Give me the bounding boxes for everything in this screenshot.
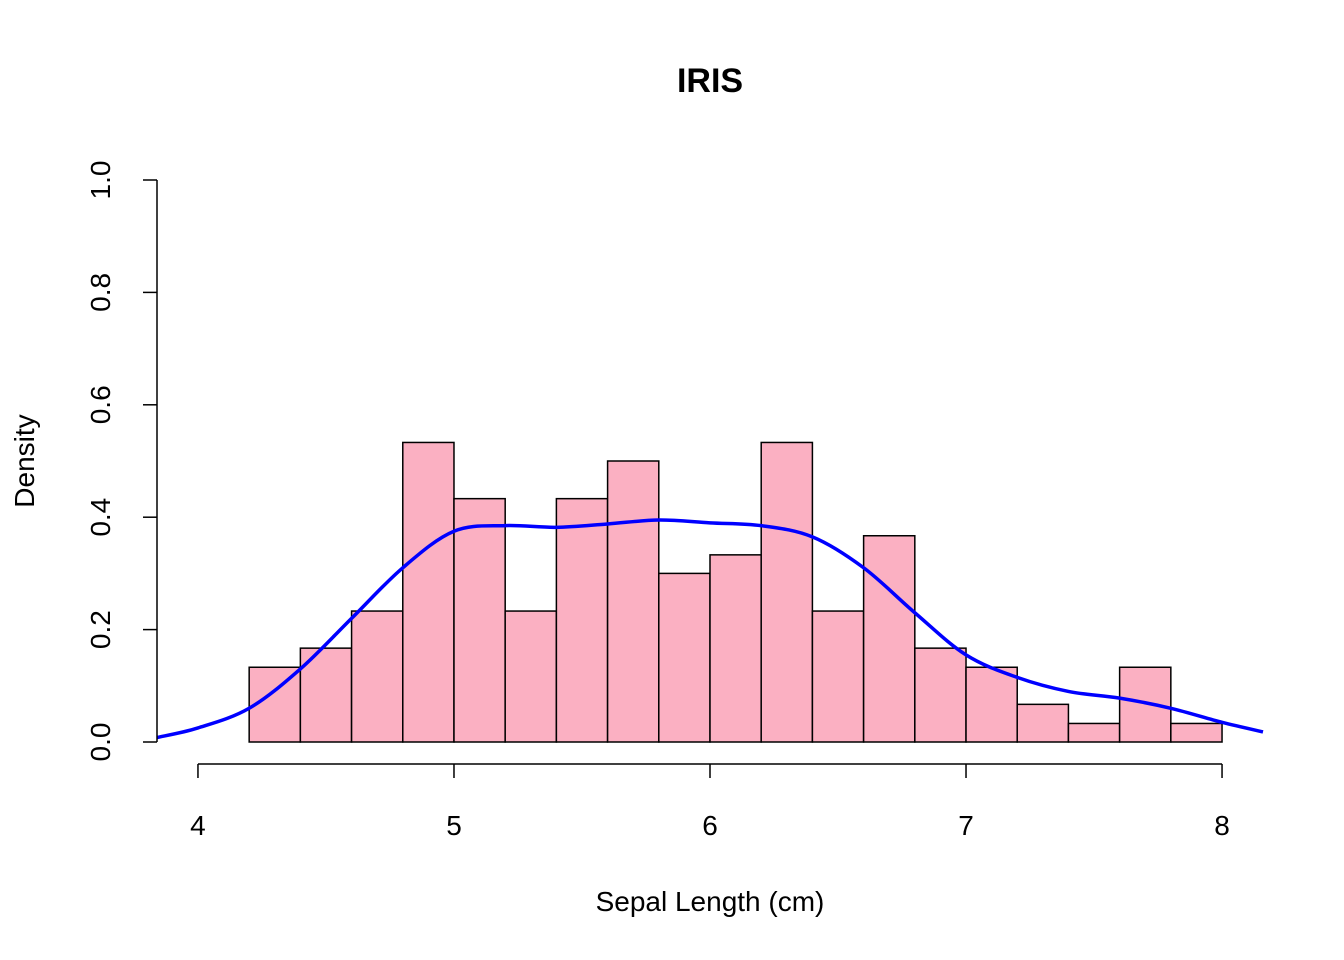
- histogram-bar: [453, 497, 506, 743]
- chart-title: IRIS: [677, 62, 743, 100]
- y-axis-label: Density: [9, 414, 40, 507]
- histogram-bars: [248, 441, 1223, 743]
- x-tick-label: 7: [958, 810, 974, 841]
- histogram-bar: [862, 534, 916, 743]
- histogram-bar: [299, 647, 353, 743]
- x-axis-label: Sepal Length (cm): [596, 886, 825, 917]
- histogram-bar: [606, 460, 660, 743]
- histogram-bar: [1016, 703, 1070, 743]
- x-tick-label: 5: [446, 810, 462, 841]
- histogram-bar: [555, 497, 609, 743]
- histogram-bar: [1067, 722, 1121, 743]
- x-tick-label: 8: [1214, 810, 1230, 841]
- histogram-bar: [811, 610, 865, 743]
- histogram-bar: [402, 441, 455, 743]
- y-tick-label: 1.0: [85, 161, 116, 200]
- histogram-bar: [760, 441, 814, 743]
- histogram-bar: [504, 610, 558, 743]
- y-tick-label: 0.8: [85, 273, 116, 312]
- histogram-bar: [350, 610, 404, 743]
- histogram-bar: [1118, 666, 1172, 743]
- density-curve: [156, 518, 1264, 740]
- histogram-bar: [1170, 722, 1223, 743]
- histogram-bar: [914, 647, 967, 743]
- x-tick-label: 4: [190, 810, 206, 841]
- x-axis: 4 5 6 7 8: [190, 763, 1230, 841]
- y-axis: 0.0 0.2 0.4 0.6 0.8 1.0: [85, 161, 158, 762]
- y-tick-label: 0.4: [85, 498, 116, 537]
- y-tick-label: 0.2: [85, 610, 116, 649]
- histogram-bar: [709, 554, 762, 743]
- y-tick-label: 0.6: [85, 385, 116, 424]
- histogram-bar: [965, 666, 1018, 743]
- histogram-bar: [658, 572, 711, 743]
- y-tick-label: 0.0: [85, 723, 116, 762]
- x-tick-label: 6: [702, 810, 718, 841]
